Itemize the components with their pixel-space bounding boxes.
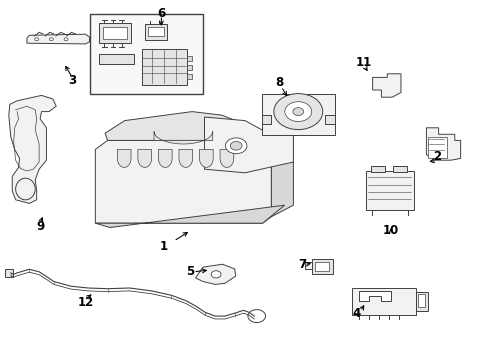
Bar [142,49,186,85]
Text: 12: 12 [77,296,94,309]
Polygon shape [158,149,172,167]
Polygon shape [138,149,151,167]
Bar [103,27,126,39]
Bar [314,262,328,271]
Polygon shape [261,94,334,135]
Bar [351,288,415,315]
Circle shape [225,138,246,154]
Polygon shape [95,140,271,223]
Text: 9: 9 [36,220,44,233]
Bar [145,24,167,40]
Circle shape [292,108,303,116]
Circle shape [64,38,68,41]
Polygon shape [195,264,235,284]
Polygon shape [95,205,284,228]
Text: 4: 4 [352,307,360,320]
Bar [370,166,385,172]
Polygon shape [220,149,233,167]
Circle shape [49,38,53,41]
Bar [186,74,191,79]
Bar [311,259,332,274]
Bar [261,115,271,124]
Bar [365,171,413,210]
Circle shape [35,38,39,41]
Bar [392,166,407,172]
Text: 7: 7 [298,258,305,271]
Circle shape [230,141,242,150]
Bar [325,115,334,124]
Polygon shape [372,74,400,97]
Circle shape [211,271,221,278]
Text: 10: 10 [382,224,399,237]
Bar [305,262,311,269]
Bar [417,294,425,307]
Polygon shape [9,95,56,203]
Bar [186,56,191,61]
Polygon shape [117,149,131,167]
Text: 11: 11 [355,57,372,69]
Polygon shape [271,133,293,217]
Polygon shape [199,149,213,167]
Bar [99,23,131,43]
Text: 8: 8 [275,76,283,89]
Polygon shape [204,117,293,173]
Polygon shape [154,131,212,144]
Ellipse shape [16,178,35,200]
Bar [415,292,427,311]
Bar [90,14,203,94]
Text: 6: 6 [157,7,165,20]
Text: 1: 1 [160,240,167,253]
Bar [427,137,447,158]
Text: 3: 3 [68,75,76,87]
Polygon shape [27,34,89,44]
Text: 2: 2 [433,150,441,163]
Circle shape [273,94,322,130]
Text: 5: 5 [185,265,193,278]
Bar [99,54,134,64]
Bar [148,27,163,36]
Bar [186,65,191,70]
Polygon shape [105,112,271,140]
Polygon shape [359,291,390,301]
Circle shape [284,102,311,122]
Bar [5,269,13,277]
Polygon shape [426,128,460,160]
Polygon shape [179,149,192,167]
